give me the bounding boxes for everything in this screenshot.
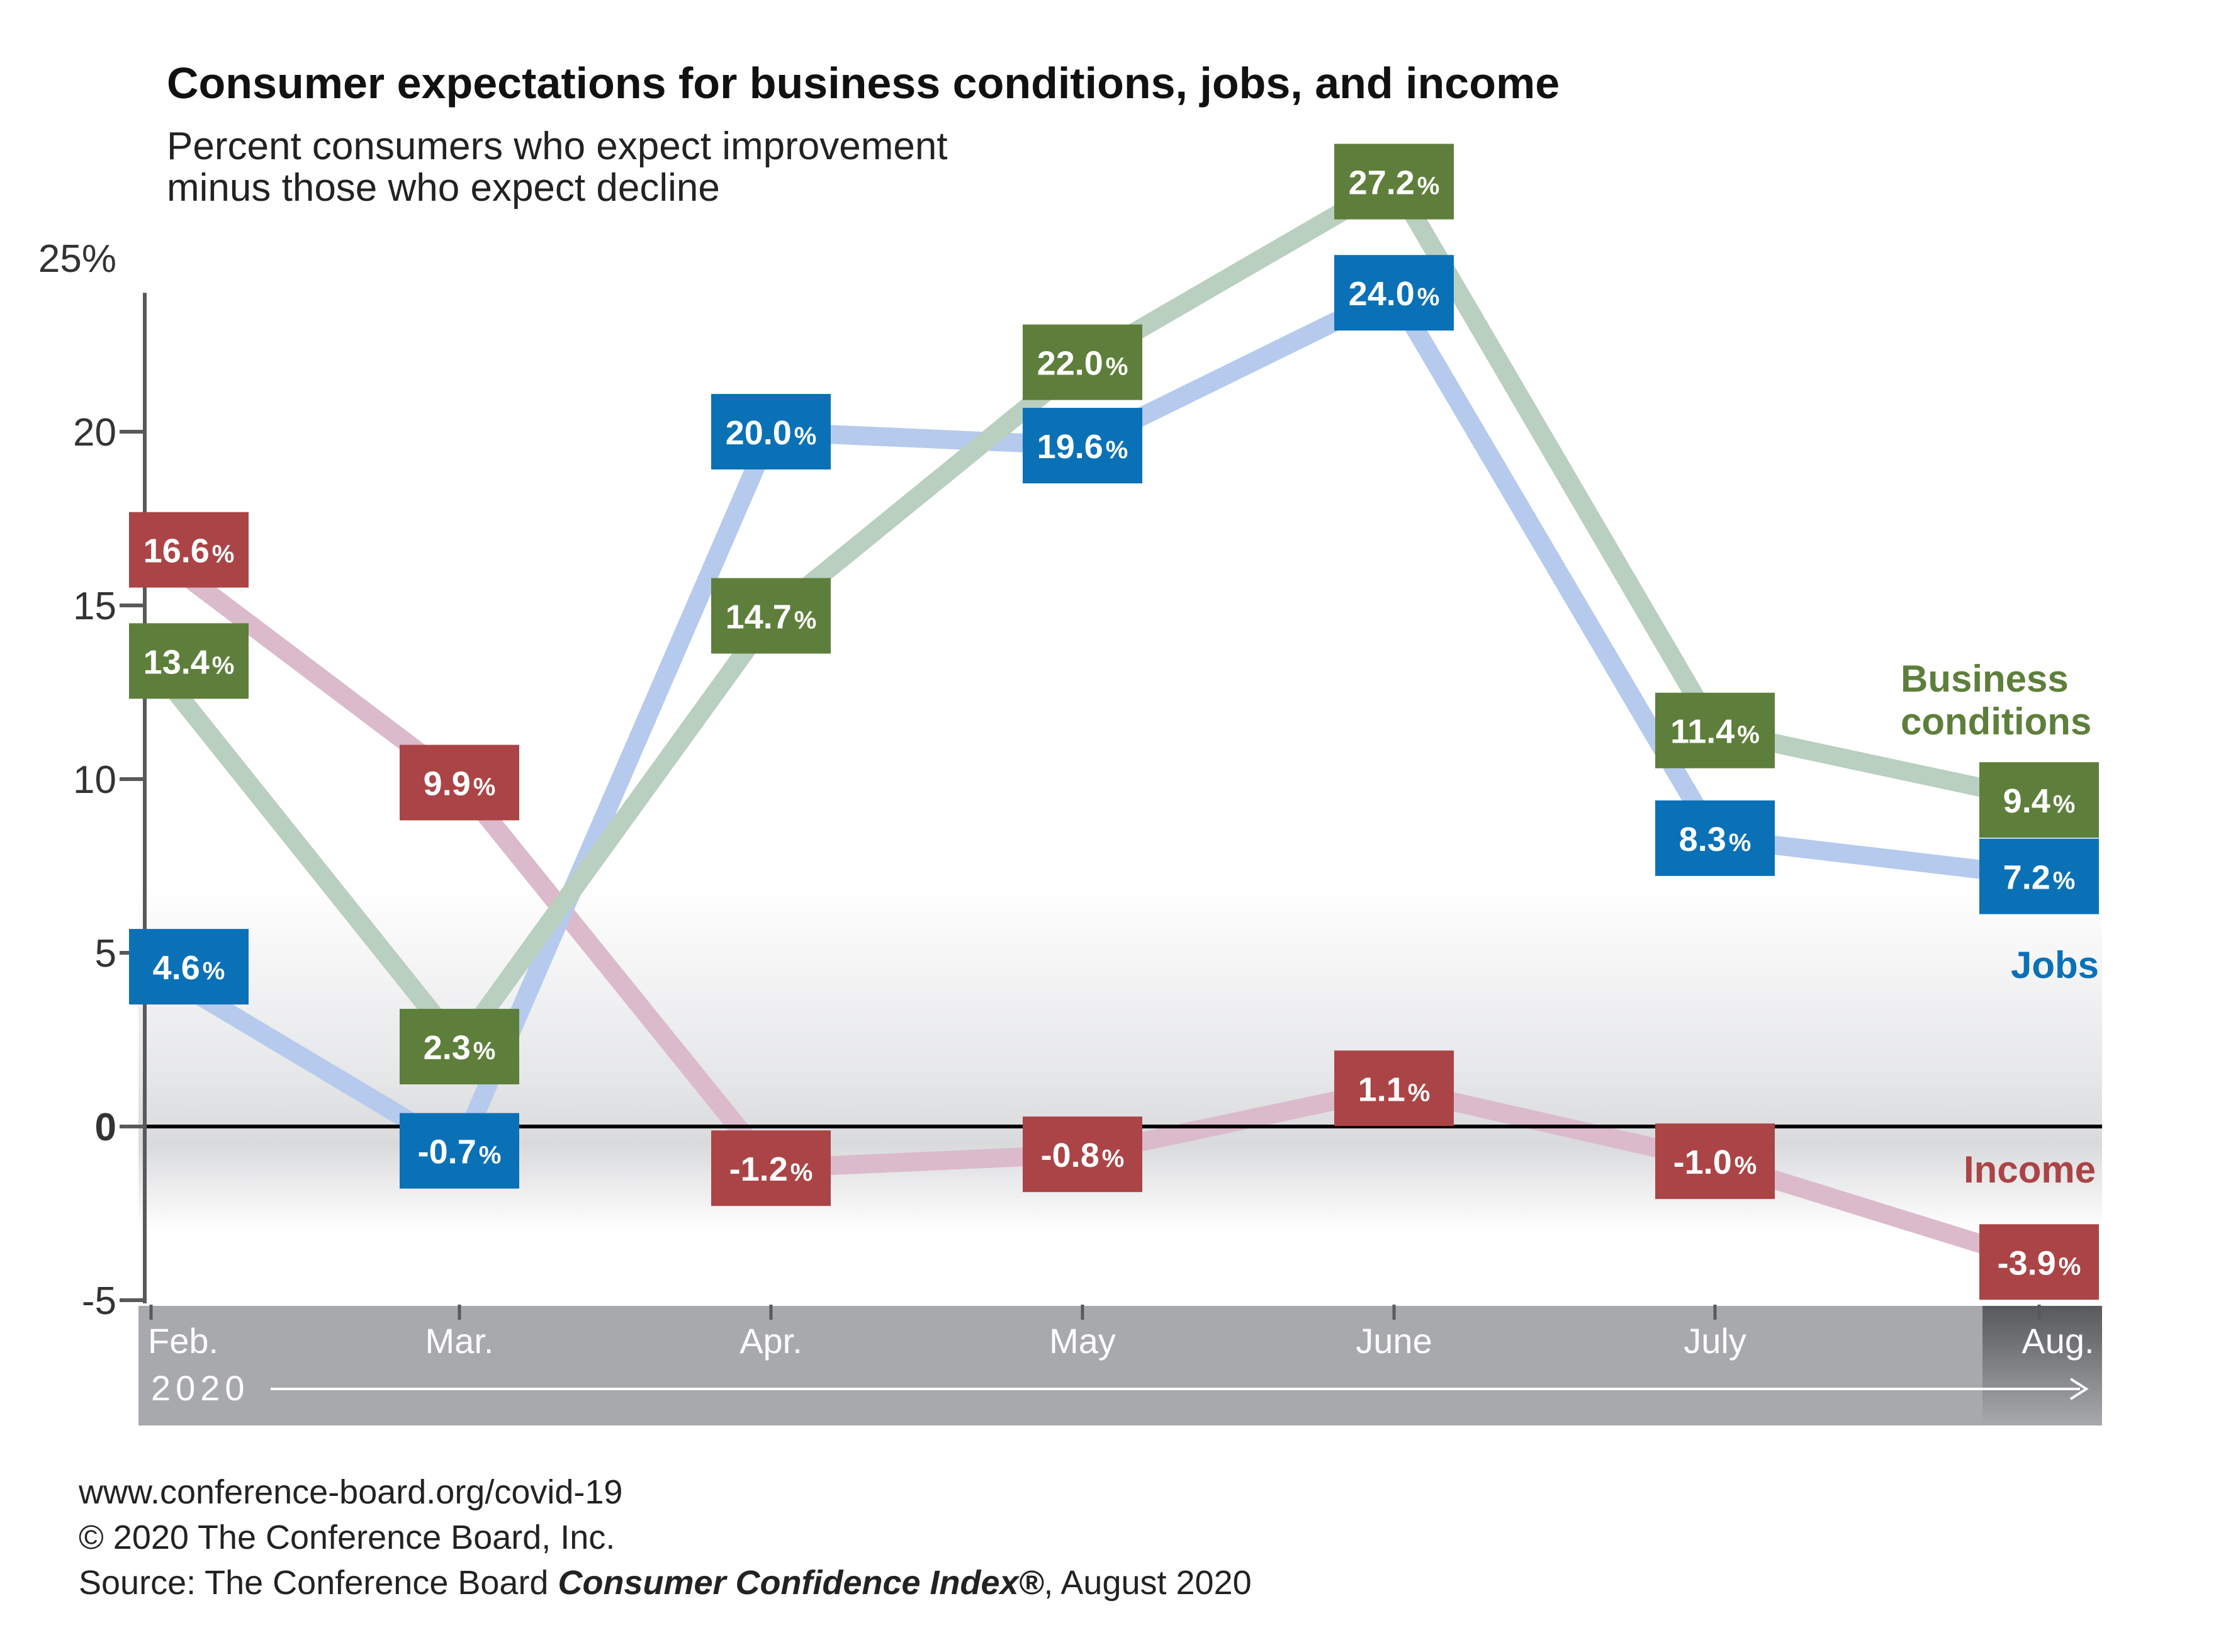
data-label-box [1023,324,1142,400]
data-label-business: 22.0% [1023,324,1142,400]
data-label-income: 9.9% [400,745,519,821]
data-label-box [711,394,831,469]
data-label-box [1655,1123,1775,1200]
y-tick-label: 5 [95,932,116,975]
data-label-box [400,745,519,821]
data-label-box [1979,1224,2099,1300]
x-tick-label: Feb. [148,1321,218,1361]
data-label-income: -1.2% [711,1130,831,1206]
series-name-business: Business conditions [1901,658,2091,743]
data-label-value: 14.7% [726,598,817,636]
timeline-arrow-head [2069,1378,2089,1400]
x-tick-label: Mar. [425,1321,494,1361]
x-tick-label: Apr. [739,1321,802,1361]
subtitle-line-1: Percent consumers who expect improvement [167,125,948,168]
data-label-box [1334,143,1454,220]
footer-source: Source: The Conference Board Consumer Co… [79,1563,1252,1602]
source-suffix: , August 2020 [1043,1564,1252,1602]
x-axis-current-month-band [1982,1306,2102,1425]
data-label-value: 9.9% [424,765,496,803]
data-label-box [1023,408,1142,484]
data-label-value: 24.0% [1349,275,1440,313]
x-tick-label: Aug. [2021,1321,2094,1361]
series-name-line: Income [1964,1149,2096,1191]
data-label-value: 1.1% [1358,1070,1431,1108]
series-name-income: Income [1964,1149,2096,1191]
data-label-jobs: 24.0% [1334,255,1454,331]
data-label-business: 2.3% [400,1009,519,1085]
data-label-box [400,1113,519,1189]
data-label-income: -0.8% [1023,1116,1142,1193]
data-label-value: 7.2% [2003,859,2076,897]
data-label-business: 11.4% [1655,692,1775,768]
data-label-income: 16.6% [129,512,249,588]
data-label-value: 8.3% [1679,821,1751,858]
x-axis-year-label: 2020 [151,1368,250,1408]
data-label-value: -3.9% [1998,1244,2081,1282]
data-label-jobs: 7.2% [1979,838,2099,914]
data-label-business: 14.7% [711,578,831,654]
data-label-value: 13.4% [143,643,235,681]
data-label-value: -1.2% [729,1150,813,1188]
data-label-value: 9.4% [2003,782,2076,820]
source-prefix: Source: The Conference Board [79,1564,558,1602]
y-tick-label: 10 [73,758,116,802]
data-label-box [1334,255,1454,331]
data-label-value: 22.0% [1037,345,1128,383]
data-label-income: 1.1% [1334,1050,1454,1127]
data-label-income: -3.9% [1979,1224,2099,1300]
data-label-jobs: 20.0% [711,394,831,469]
data-label-business: 13.4% [129,623,249,699]
footer-copyright: © 2020 The Conference Board, Inc. [79,1519,616,1556]
data-label-box [1334,1050,1454,1127]
data-label-box [1979,762,2099,838]
x-tick-label: July [1684,1321,1746,1361]
data-label-value: -0.7% [418,1133,502,1171]
series-name-line: Jobs [2011,944,2100,986]
data-label-jobs: 4.6% [129,929,249,1005]
data-label-value: 27.2% [1349,164,1440,202]
data-label-box [1979,838,2099,914]
data-label-jobs: 8.3% [1655,800,1775,876]
data-label-income: -1.0% [1655,1123,1775,1200]
x-axis-band [138,1306,2102,1425]
data-label-box [711,1130,831,1206]
footer-url: www.conference-board.org/covid-19 [79,1473,623,1511]
y-tick-label: 15 [73,585,116,628]
subtitle-line-2: minus those who expect decline [167,166,720,210]
y-tick-label: 25% [38,237,116,281]
chart-subtitle: Percent consumers who expect improvement… [167,126,1237,209]
series-name-line: Business [1901,658,2069,700]
data-label-value: 16.6% [143,532,235,570]
data-label-value: 20.0% [726,414,817,452]
data-label-box [1023,1116,1142,1193]
data-label-value: -1.0% [1673,1143,1757,1181]
data-label-business: 27.2% [1334,143,1454,220]
y-tick-label: 0 [95,1106,116,1149]
data-label-value: 19.6% [1037,428,1128,466]
data-label-box [129,929,249,1005]
data-label-value: -0.8% [1041,1137,1125,1174]
data-label-jobs: 19.6% [1023,408,1142,484]
data-label-value: 4.6% [153,949,225,987]
series-name-line: conditions [1901,700,2092,743]
data-label-jobs: -0.7% [400,1113,519,1189]
data-label-value: 11.4% [1670,713,1760,751]
data-label-box [711,578,831,654]
data-label-box [400,1009,519,1085]
chart-title: Consumer expectations for business condi… [167,59,1560,108]
series-name-jobs: Jobs [2011,944,2099,987]
y-tick-label: -5 [82,1279,116,1323]
data-label-value: 2.3% [424,1029,496,1067]
data-label-box [129,623,249,699]
y-tick-label: 20 [73,411,116,454]
source-index-name: Consumer Confidence Index® [558,1564,1044,1602]
data-label-box [1655,692,1775,768]
x-tick-label: May [1049,1321,1116,1361]
data-label-box [1655,800,1775,876]
x-tick-label: June [1356,1321,1432,1361]
data-label-box [129,512,249,588]
data-label-business: 9.4% [1979,762,2099,838]
